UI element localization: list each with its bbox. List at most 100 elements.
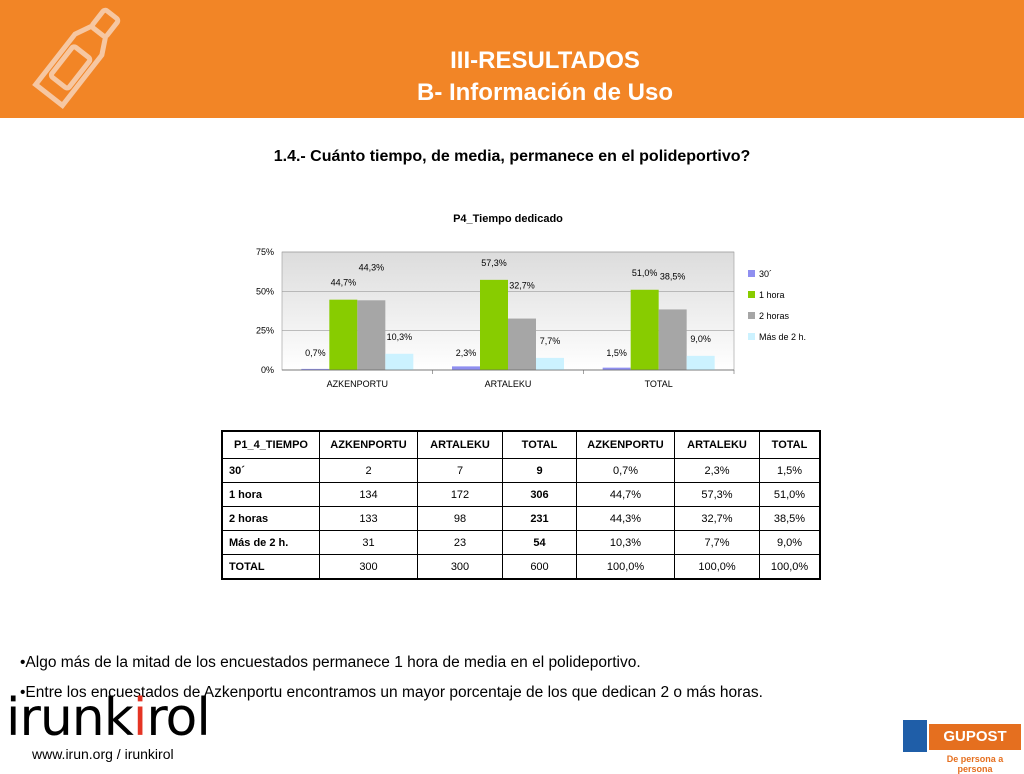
x-tick-label: AZKENPORTU (327, 379, 388, 389)
table-cell: 0,7% (576, 458, 675, 483)
table-cell: 38,5% (759, 506, 821, 531)
table-cell: 7,7% (674, 530, 760, 555)
finding-item: •Algo más de la mitad de los encuestados… (20, 654, 641, 671)
table-cell: 30´ (221, 458, 320, 483)
table-cell: 300 (417, 554, 503, 580)
table-cell: 2 (319, 458, 418, 483)
table-header-cell: TOTAL (502, 430, 577, 459)
data-label: 10,3% (387, 332, 413, 342)
bar (658, 309, 687, 370)
legend-label: 2 horas (759, 311, 790, 321)
table-header-cell: P1_4_TIEMPO (221, 430, 320, 459)
table-row: 1 hora 134 172 306 44,7% 57,3% 51,0% (221, 482, 821, 507)
table-cell: 2 horas (221, 506, 320, 531)
y-tick-label: 0% (261, 365, 274, 375)
data-table: P1_4_TIEMPO AZKENPORTU ARTALEKU TOTAL AZ… (221, 430, 821, 580)
bar (357, 300, 386, 370)
table-header-row: P1_4_TIEMPO AZKENPORTU ARTALEKU TOTAL AZ… (221, 430, 821, 459)
bar (385, 353, 414, 370)
partner-name: GUPOST (929, 724, 1021, 750)
table-cell: 2,3% (674, 458, 760, 483)
bar (329, 299, 358, 370)
bar (686, 355, 715, 370)
y-tick-label: 25% (256, 326, 274, 336)
table-cell: 9 (502, 458, 577, 483)
footer-url: www.irun.org / irunkirol (32, 746, 174, 762)
bottle-icon (32, 7, 121, 109)
findings-list: •Algo más de la mitad de los encuestados… (20, 648, 763, 708)
table-row: 30´ 2 7 9 0,7% 2,3% 1,5% (221, 458, 821, 483)
table-cell: 7 (417, 458, 503, 483)
table-cell: 98 (417, 506, 503, 531)
table-cell: 44,7% (576, 482, 675, 507)
table-row: Más de 2 h. 31 23 54 10,3% 7,7% 9,0% (221, 530, 821, 555)
table-cell: 300 (319, 554, 418, 580)
table-cell: 133 (319, 506, 418, 531)
gupost-logo: GUPOST De persona a persona (903, 720, 1021, 774)
table-cell: TOTAL (221, 554, 320, 580)
table-cell: 31 (319, 530, 418, 555)
table-row: TOTAL 300 300 600 100,0% 100,0% 100,0% (221, 554, 821, 580)
table-cell: 100,0% (759, 554, 821, 580)
table-cell: 57,3% (674, 482, 760, 507)
table-header-cell: ARTALEKU (417, 430, 503, 459)
x-tick-label: ARTALEKU (485, 379, 532, 389)
partner-tagline: De persona a persona (946, 754, 1004, 774)
data-label: 57,3% (481, 258, 507, 268)
table-cell: 231 (502, 506, 577, 531)
data-label: 9,0% (690, 334, 711, 344)
legend-swatch (748, 333, 755, 340)
table-cell: 54 (502, 530, 577, 555)
table-cell: 44,3% (576, 506, 675, 531)
table-header-cell: TOTAL (759, 430, 821, 459)
table-cell: 51,0% (759, 482, 821, 507)
table-cell: 306 (502, 482, 577, 507)
bar (452, 366, 480, 370)
page-title: III-RESULTADOS (450, 47, 640, 74)
irunkirol-logo: irunkirol (6, 688, 211, 748)
table-header-cell: AZKENPORTU (319, 430, 418, 459)
data-label: 1,5% (606, 348, 627, 358)
table-cell: 134 (319, 482, 418, 507)
table-cell: Más de 2 h. (221, 530, 320, 555)
bar (508, 318, 536, 370)
table-cell: 32,7% (674, 506, 760, 531)
data-label: 38,5% (660, 271, 686, 281)
legend-label: 30´ (759, 269, 772, 279)
table-header-cell: ARTALEKU (674, 430, 760, 459)
data-label: 44,3% (359, 262, 385, 272)
bar (602, 367, 631, 370)
bar (301, 368, 330, 370)
page-subtitle: B- Información de Uso (416, 79, 674, 106)
table-row: 2 horas 133 98 231 44,3% 32,7% 38,5% (221, 506, 821, 531)
x-tick-label: TOTAL (645, 379, 673, 389)
table-cell: 1 hora (221, 482, 320, 507)
data-label: 51,0% (632, 268, 658, 278)
y-tick-label: 50% (256, 286, 274, 296)
chart-title: P4_Tiempo dedicado (453, 213, 563, 225)
table-header-cell: AZKENPORTU (576, 430, 675, 459)
legend-swatch (748, 312, 755, 319)
question-heading: 1.4.- Cuánto tiempo, de media, permanece… (273, 148, 751, 165)
table-cell: 23 (417, 530, 503, 555)
data-label: 7,7% (540, 336, 561, 346)
table-cell: 600 (502, 554, 577, 580)
finding-item: •Entre los encuestados de Azkenportu enc… (20, 684, 763, 701)
legend-label: 1 hora (759, 290, 785, 300)
data-label: 0,7% (305, 348, 326, 358)
table-cell: 1,5% (759, 458, 821, 483)
legend-label: Más de 2 h. (759, 332, 806, 342)
bar (630, 289, 659, 370)
table-cell: 10,3% (576, 530, 675, 555)
legend-swatch (748, 291, 755, 298)
bar-chart: P4_Tiempo dedicado 0% 25% 50% 75% AZKENPORTU 0… (256, 213, 806, 389)
table-cell: 172 (417, 482, 503, 507)
data-label: 2,3% (456, 348, 477, 358)
table-cell: 100,0% (674, 554, 760, 580)
bar (536, 357, 564, 370)
data-label: 44,7% (331, 278, 357, 288)
bar (480, 279, 508, 370)
gupost-logo-icon (903, 720, 927, 752)
header-banner: III-RESULTADOS B- Información de Uso (0, 0, 1024, 118)
table-cell: 9,0% (759, 530, 821, 555)
